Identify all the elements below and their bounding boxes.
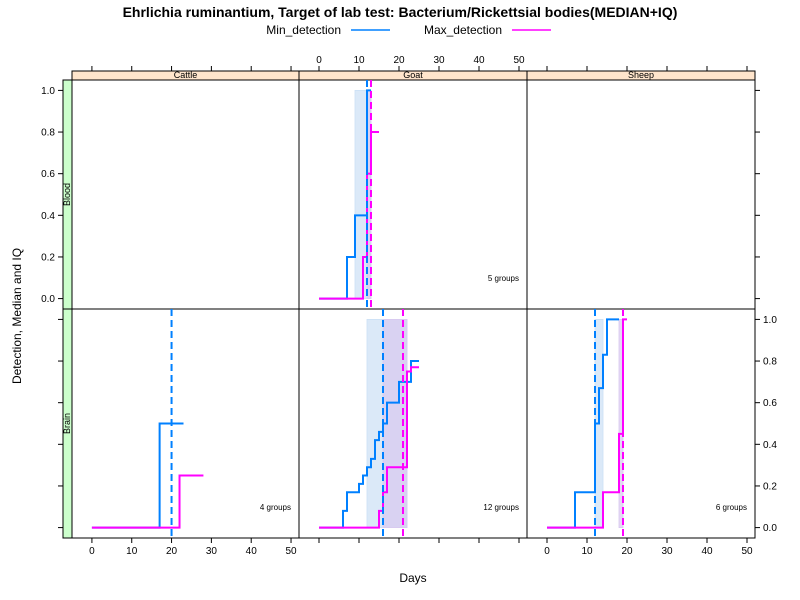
strip-label-goat: Goat [403,70,423,80]
y-tick-label: 0.4 [41,211,55,222]
x-tick-label: 50 [741,546,753,557]
y-tick-label: 0.0 [763,523,777,534]
legend: Min_detection Max_detection [266,23,551,37]
x-tick-label: 10 [126,546,138,557]
x-tick-label: 0 [89,546,95,557]
legend-label-min: Min_detection [266,23,341,37]
x-tick-label: 20 [393,55,405,66]
x-tick-label: 0 [544,546,550,557]
group-count-brain-goat: 12 groups [483,503,519,512]
panel-blood-cattle [71,79,300,310]
strip-label-cattle: Cattle [174,70,198,80]
y-tick-label: 0.0 [41,294,55,305]
x-tick-label: 40 [473,55,485,66]
strip-label-blood: Blood [62,183,72,206]
x-tick-label: 40 [246,546,258,557]
group-count-blood-goat: 5 groups [488,274,519,283]
x-tick-label: 30 [661,546,673,557]
legend-label-max: Max_detection [424,23,502,37]
panel-blood-sheep [526,79,756,310]
y-tick-label: 0.2 [41,252,55,263]
series-max-brain-cattle [91,474,204,529]
series-min-brain-sheep [547,318,619,529]
series-max-brain-goat [319,366,419,529]
x-tick-label: 40 [701,546,713,557]
x-axis-label: Days [399,571,426,585]
y-tick-label: 0.4 [763,440,777,451]
y-tick-label: 1.0 [41,86,55,97]
x-tick-label: 0 [316,55,322,66]
panel-brain-sheep [526,308,756,539]
y-tick-label: 0.6 [41,169,55,180]
y-tick-label: 0.2 [763,481,777,492]
x-tick-label: 50 [285,546,297,557]
group-count-brain-cattle: 4 groups [260,503,291,512]
panels: Cattle Goat Sheep Blood Brain 0 10 20 30 40 50 0 10 2… [41,55,777,557]
strip-label-brain: Brain [62,413,72,434]
x-tick-label: 10 [353,55,365,66]
y-tick-label: 0.8 [41,128,55,139]
series-min-blood-goat [319,89,371,300]
x-tick-label: 30 [433,55,445,66]
x-tick-label: 20 [621,546,633,557]
group-count-brain-sheep: 6 groups [716,503,747,512]
y-axis-label: Detection, Median and IQ [10,248,24,384]
x-tick-label: 50 [513,55,525,66]
strip-label-sheep: Sheep [628,70,654,80]
chart-title: Ehrlichia ruminantium, Target of lab tes… [123,4,678,20]
series-max-brain-sheep [547,318,627,529]
series-min-brain-cattle [91,422,184,529]
x-tick-label: 30 [206,546,218,557]
series-min-brain-goat [319,360,419,529]
x-tick-label: 10 [581,546,593,557]
x-tick-label: 20 [166,546,178,557]
y-tick-label: 0.6 [763,398,777,409]
y-tick-label: 0.8 [763,357,777,368]
y-tick-label: 1.0 [763,315,777,326]
